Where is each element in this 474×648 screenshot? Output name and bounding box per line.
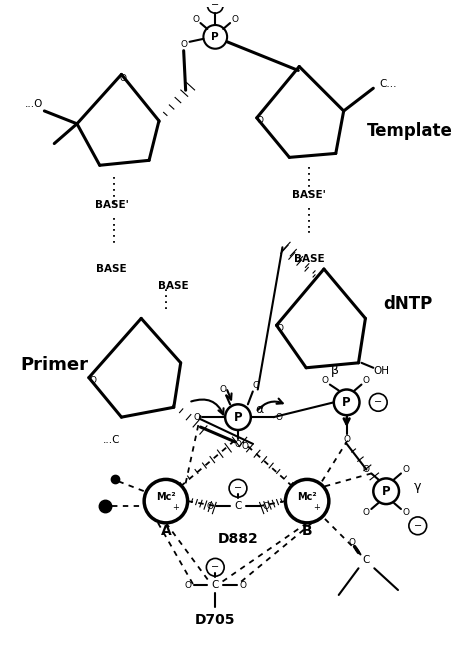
Text: O: O [256, 117, 263, 125]
Text: Mc²: Mc² [297, 492, 317, 502]
Text: γ: γ [414, 480, 421, 492]
Text: D882: D882 [218, 531, 258, 546]
Text: BASE: BASE [294, 254, 324, 264]
Text: O: O [402, 509, 410, 518]
Text: O: O [120, 74, 127, 83]
Text: C: C [211, 580, 219, 590]
Text: C...: C... [379, 79, 397, 89]
Text: O: O [184, 581, 191, 590]
Text: O: O [219, 385, 227, 394]
Text: O: O [402, 465, 410, 474]
Text: +: + [173, 503, 179, 511]
Text: O: O [363, 509, 370, 518]
Text: Template: Template [366, 122, 452, 140]
Text: O: O [180, 40, 187, 49]
Text: O: O [348, 538, 355, 547]
Text: O: O [241, 443, 248, 451]
Text: −: − [211, 0, 219, 10]
Text: O: O [207, 502, 214, 511]
Text: P: P [234, 411, 242, 424]
Text: Primer: Primer [21, 356, 89, 374]
Text: O: O [239, 581, 246, 590]
Text: ...C: ...C [103, 435, 120, 445]
Text: α: α [255, 403, 264, 416]
Text: P: P [342, 396, 351, 409]
Text: O: O [363, 465, 370, 474]
Text: O: O [276, 413, 283, 422]
Text: −: − [414, 521, 422, 531]
Text: P: P [211, 32, 219, 42]
Text: C: C [234, 501, 242, 511]
Text: β: β [331, 364, 339, 377]
Text: C: C [253, 381, 259, 390]
Text: −: − [234, 483, 242, 493]
Text: OH: OH [373, 365, 389, 376]
Text: O: O [363, 376, 370, 385]
Text: +: + [314, 503, 320, 511]
Text: O: O [321, 376, 328, 385]
Text: P: P [382, 485, 391, 498]
Text: ...O: ...O [25, 99, 44, 109]
Text: O: O [235, 440, 241, 449]
Text: Mc²: Mc² [156, 492, 176, 502]
Text: O: O [192, 15, 199, 23]
Text: D705: D705 [195, 612, 236, 627]
Text: −: − [211, 562, 219, 572]
Text: A: A [161, 524, 171, 538]
Text: BASE: BASE [96, 264, 127, 274]
Text: BASE: BASE [158, 281, 189, 291]
Text: BASE': BASE' [292, 190, 326, 200]
Text: O: O [262, 502, 269, 511]
Text: O: O [343, 435, 350, 445]
Text: O: O [277, 324, 284, 333]
Text: O: O [231, 15, 238, 23]
Text: BASE': BASE' [95, 200, 128, 210]
Text: O: O [89, 376, 96, 385]
Text: O: O [193, 413, 200, 422]
Text: B: B [302, 524, 312, 538]
Text: C: C [363, 555, 370, 566]
Text: dNTP: dNTP [383, 295, 433, 312]
Text: −: − [374, 397, 383, 408]
